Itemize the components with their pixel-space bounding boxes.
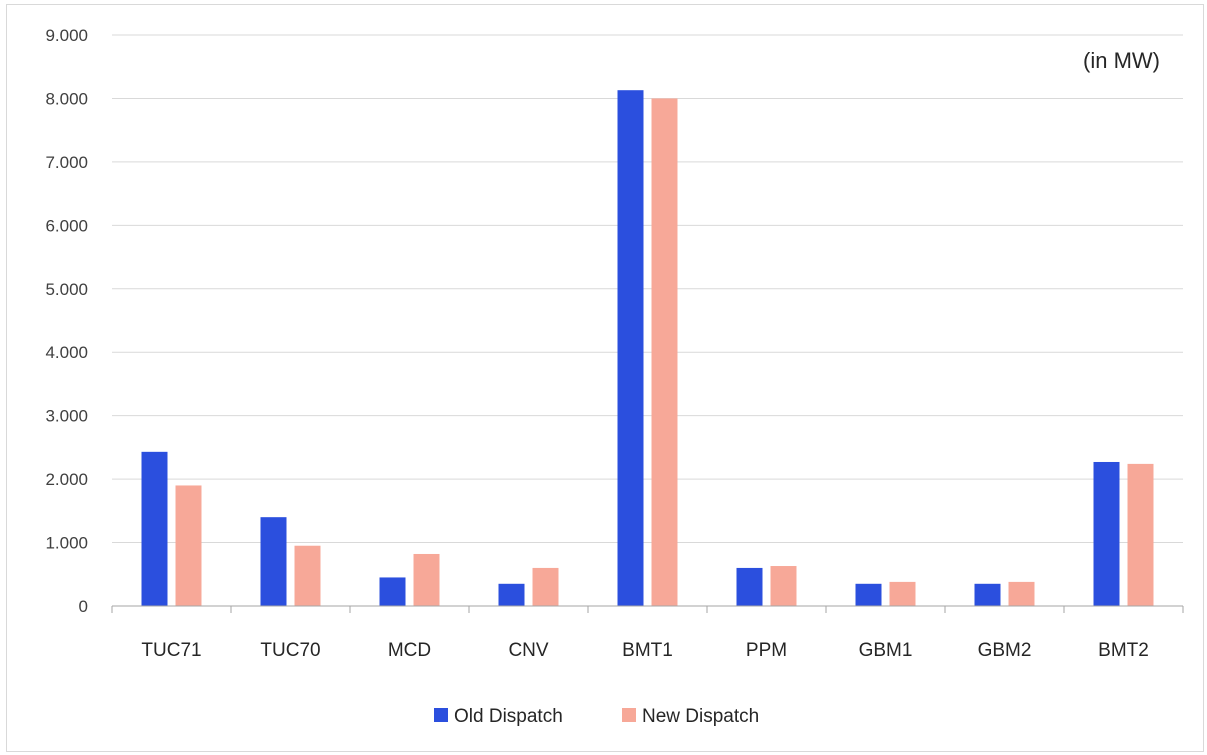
bar-old-dispatch [379,577,406,606]
y-tick-label: 1.000 [45,534,88,553]
bar-new-dispatch [532,567,559,606]
y-tick-label: 2.000 [45,470,88,489]
bar-new-dispatch [175,485,202,606]
category-label: GBM2 [978,640,1032,661]
legend-label: New Dispatch [642,706,759,727]
x-axis [111,605,1184,613]
category-label: MCD [388,640,431,661]
category-label: TUC70 [260,640,320,661]
category-label: BMT2 [1098,640,1149,661]
y-axis-tick-labels: 0 1.000 2.000 3.000 4.000 5.000 6.000 7.000 8.00… [45,26,88,616]
bar-new-dispatch [413,553,440,606]
chart-frame [6,4,1204,752]
bar-old-dispatch [617,90,644,607]
y-tick-label: 3.000 [45,407,88,426]
bar-new-dispatch [294,545,321,606]
category-label: BMT1 [622,640,673,661]
y-tick-label: 0 [79,597,88,616]
bar-old-dispatch [498,583,525,606]
category-label: GBM1 [859,640,913,661]
legend-swatch [434,708,448,722]
bars [141,90,1154,607]
bar-new-dispatch [651,98,678,606]
y-tick-label: 7.000 [45,153,88,172]
gridlines [112,34,1183,544]
category-label: TUC71 [141,640,201,661]
legend: Old Dispatch New Dispatch [434,706,759,727]
bar-old-dispatch [1093,461,1120,606]
y-tick-label: 8.000 [45,89,88,108]
category-label: PPM [746,640,787,661]
category-label: CNV [508,640,548,661]
y-tick-label: 9.000 [45,26,88,45]
y-tick-label: 5.000 [45,280,88,299]
bar-new-dispatch [1008,581,1035,606]
bar-old-dispatch [260,517,287,606]
bar-old-dispatch [141,451,168,606]
bar-old-dispatch [974,583,1001,606]
unit-annotation: (in MW) [1083,48,1160,73]
bar-old-dispatch [736,567,763,606]
legend-label: Old Dispatch [454,706,563,727]
legend-swatch [622,708,636,722]
bar-new-dispatch [1127,463,1154,606]
bar-new-dispatch [770,566,797,606]
y-tick-label: 4.000 [45,343,88,362]
x-axis-tick-labels: TUC71 TUC70 MCD CNV BMT1 PPM GBM1 GBM2 BMT2 [141,640,1148,661]
bar-new-dispatch [889,581,916,606]
bar-old-dispatch [855,583,882,606]
y-tick-label: 6.000 [45,216,88,235]
